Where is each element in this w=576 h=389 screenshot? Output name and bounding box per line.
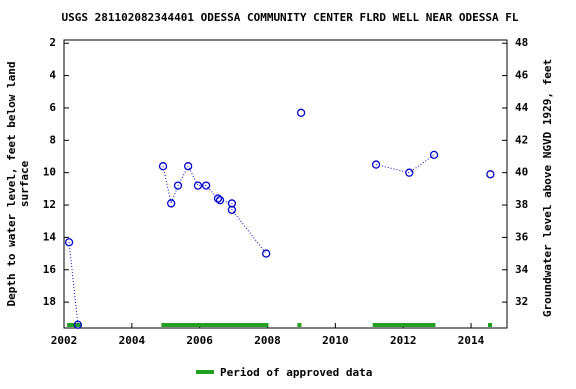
y-tick-label: 14 bbox=[43, 230, 57, 243]
chart-title: USGS 281102082344401 ODESSA COMMUNITY CE… bbox=[62, 11, 519, 24]
data-point bbox=[183, 162, 193, 171]
y2-axis-label: Groundwater level above NGVD 1929, feet bbox=[541, 59, 554, 317]
y2-tick-label: 46 bbox=[515, 69, 529, 82]
legend-label: Period of approved data bbox=[220, 366, 372, 379]
data-point bbox=[215, 196, 225, 205]
approved-period bbox=[488, 323, 493, 327]
data-point bbox=[73, 320, 83, 329]
y2-tick-label: 40 bbox=[515, 166, 528, 179]
data-point bbox=[64, 238, 74, 247]
data-point bbox=[227, 205, 237, 215]
data-point bbox=[486, 170, 495, 179]
data-point bbox=[201, 181, 211, 190]
x-tick-label: 2010 bbox=[322, 334, 349, 347]
data-point bbox=[296, 108, 306, 117]
y-tick-label: 8 bbox=[49, 133, 56, 146]
data-point bbox=[167, 199, 176, 208]
approved-period bbox=[161, 323, 269, 327]
data-point bbox=[262, 249, 271, 258]
y-tick-label: 12 bbox=[43, 198, 56, 211]
x-tick-label: 2006 bbox=[186, 334, 213, 347]
approved-period bbox=[372, 323, 436, 327]
y-tick-label: 2 bbox=[49, 36, 56, 49]
series-line bbox=[69, 155, 490, 325]
data-point bbox=[213, 194, 223, 203]
y-tick-label: 16 bbox=[43, 263, 57, 276]
y-tick-label: 6 bbox=[49, 101, 56, 114]
data-point bbox=[173, 181, 183, 190]
data-point bbox=[429, 150, 439, 160]
plot-frame bbox=[63, 39, 508, 329]
data-point bbox=[405, 168, 414, 177]
y2-tick-label: 38 bbox=[515, 198, 528, 211]
y2-tick-label: 32 bbox=[515, 295, 528, 308]
data-point bbox=[158, 162, 168, 171]
y2-tick-label: 48 bbox=[515, 36, 528, 49]
y2-tick-label: 42 bbox=[515, 133, 528, 146]
y2-tick-label: 44 bbox=[515, 101, 529, 114]
y-tick-label: 10 bbox=[43, 166, 56, 179]
x-tick-label: 2012 bbox=[390, 334, 417, 347]
x-tick-label: 2014 bbox=[458, 334, 485, 347]
x-tick-label: 2004 bbox=[119, 334, 146, 347]
y-axis-label: surface bbox=[18, 160, 31, 207]
data-point bbox=[193, 181, 203, 190]
y-tick-label: 4 bbox=[49, 69, 56, 82]
y2-tick-label: 34 bbox=[515, 263, 529, 276]
x-tick-label: 2002 bbox=[51, 334, 78, 347]
y-tick-label: 18 bbox=[43, 295, 56, 308]
y2-tick-label: 36 bbox=[515, 230, 529, 243]
y-axis-label: Depth to water level, feet below land bbox=[5, 61, 18, 306]
data-point bbox=[371, 160, 381, 169]
x-tick-label: 2008 bbox=[254, 334, 281, 347]
approved-period bbox=[297, 323, 302, 327]
